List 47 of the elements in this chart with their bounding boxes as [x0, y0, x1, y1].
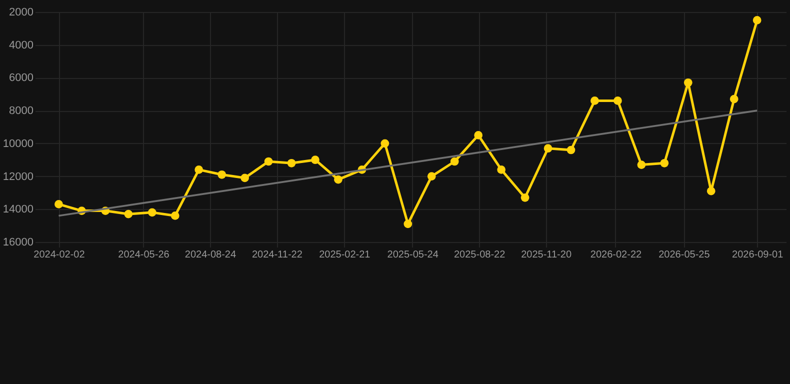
x-tick-label: 2025-02-21 — [319, 250, 371, 260]
point — [752, 16, 762, 24]
y-tick-label: 16000 — [2, 236, 34, 248]
point — [194, 166, 204, 174]
point — [380, 139, 390, 148]
point — [124, 210, 133, 218]
point — [170, 212, 180, 220]
x-tick-label: 2026-02-22 — [590, 250, 642, 260]
point — [637, 160, 646, 169]
point — [706, 186, 716, 196]
y-tick-label: 6000 — [9, 72, 34, 84]
x-tick-label: 2024-11-22 — [252, 250, 303, 260]
y-tick-label: 12000 — [2, 170, 34, 183]
point — [497, 166, 506, 174]
x-tick-label: 2026-05-25 — [658, 250, 710, 260]
point — [544, 144, 552, 153]
point — [334, 175, 342, 184]
point — [404, 220, 412, 228]
point — [520, 193, 530, 202]
x-tick-label: 2024-02-02 — [34, 250, 86, 260]
y-tick-label: 2000 — [9, 6, 34, 18]
x-tick-label: 2025-05-24 — [387, 250, 439, 260]
x-tick-label: 2024-08-24 — [184, 250, 236, 260]
point — [287, 158, 296, 168]
point — [450, 157, 459, 166]
x-tick-label: 2026-09-01 — [732, 250, 784, 260]
point — [474, 131, 483, 140]
point — [311, 156, 320, 164]
x-tick-label: 2024-05-26 — [118, 250, 170, 260]
point — [590, 96, 599, 105]
point — [684, 78, 692, 87]
point — [264, 157, 273, 166]
y-tick-label: 14000 — [2, 204, 34, 216]
point — [218, 170, 226, 179]
y-tick-label: 4000 — [9, 39, 34, 52]
y-tick-label: 10000 — [2, 138, 34, 150]
point — [240, 174, 249, 182]
point — [54, 200, 63, 208]
point — [730, 94, 738, 104]
point — [566, 146, 576, 154]
x-tick-label: 2025-08-22 — [454, 250, 506, 260]
x-tick-label: 2025-11-20 — [521, 250, 572, 260]
point — [427, 172, 436, 180]
y-tick-label: 8000 — [9, 105, 34, 118]
point — [148, 208, 156, 217]
point — [614, 96, 622, 105]
point — [660, 158, 669, 168]
